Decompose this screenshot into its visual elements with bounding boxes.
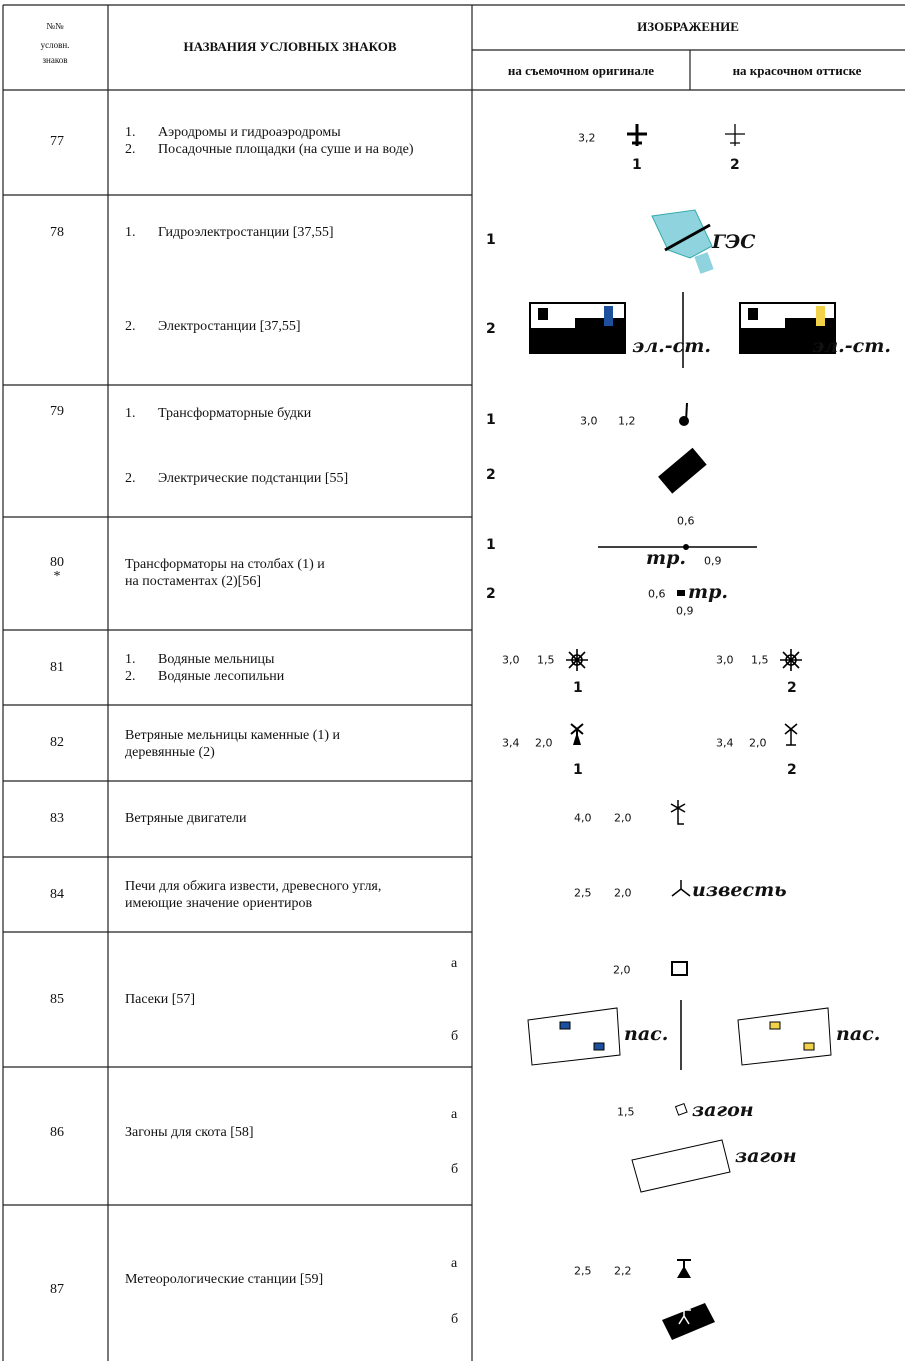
- item-text: Гидроэлектростанции [37,55]: [158, 225, 334, 240]
- number-header: условн.: [40, 40, 70, 50]
- symbol-label: 2,0: [749, 736, 767, 750]
- symbol-label: эл.-ст.: [632, 335, 711, 357]
- item-text: Электрические подстанции [55]: [158, 471, 349, 486]
- image-header: ИЗОБРАЖЕНИЕ: [637, 19, 739, 34]
- row-number: 80: [50, 555, 64, 570]
- item-text: Электростанции [37,55]: [158, 319, 301, 334]
- item-text: Водяные мельницы: [158, 652, 275, 667]
- symbol-label: эл.-ст.: [812, 335, 891, 357]
- item-number: 2.: [125, 142, 136, 157]
- name-line: Метеорологические станции [59]: [125, 1272, 324, 1287]
- number-header: №№: [46, 21, 64, 31]
- variant-letter: а: [451, 956, 458, 971]
- row-note: *: [53, 569, 61, 584]
- name-line: Ветряные мельницы каменные (1) и: [125, 728, 341, 743]
- item-text: Водяные лесопильни: [158, 669, 285, 684]
- symbol-label: пас.: [624, 1023, 669, 1045]
- item-text: Посадочные площадки (на суше и на воде): [158, 142, 414, 157]
- symbol-label: 2: [486, 321, 496, 337]
- row-number: 79: [50, 404, 64, 419]
- symbol-label: 1,5: [751, 653, 769, 667]
- variant-letter: а: [451, 1256, 458, 1271]
- symbol-label: 1: [486, 232, 496, 248]
- name-line: на постаментах (2)[56]: [125, 574, 261, 589]
- row-number: 77: [50, 134, 64, 149]
- names-header: НАЗВАНИЯ УСЛОВНЫХ ЗНАКОВ: [183, 39, 397, 54]
- symbol-label: 1,5: [617, 1105, 635, 1119]
- item-number: 2.: [125, 319, 136, 334]
- symbols: [527, 124, 836, 1340]
- symbol-label: загон: [692, 1099, 754, 1121]
- symbol-label: 1,5: [537, 653, 555, 667]
- name-line: Печи для обжига извести, древесного угля…: [125, 879, 382, 894]
- symbol-label: ГЭС: [712, 231, 756, 253]
- image-column-header: на красочном оттиске: [732, 63, 862, 78]
- symbol-label: 3,4: [502, 736, 520, 750]
- symbol-label: 3,2: [578, 131, 596, 145]
- symbol-label: 1: [486, 412, 496, 428]
- symbol-label: 2,2: [614, 1264, 632, 1278]
- item-number: 2.: [125, 471, 136, 486]
- symbol-label: 1: [573, 680, 583, 696]
- variant-letter: б: [451, 1029, 459, 1044]
- symbol-label: 2,0: [614, 811, 632, 825]
- symbol-label: 3,0: [716, 653, 734, 667]
- symbol-label: 2,0: [535, 736, 553, 750]
- name-line: Ветряные двигатели: [125, 811, 247, 826]
- symbol-label: тр.: [646, 547, 687, 569]
- symbol-label: 4,0: [574, 811, 592, 825]
- symbol-label: 2,5: [574, 886, 592, 900]
- item-text: Аэродромы и гидроаэродромы: [158, 125, 341, 140]
- item-number: 1.: [125, 406, 136, 421]
- item-number: 2.: [125, 669, 136, 684]
- symbol-label: 2,0: [613, 963, 631, 977]
- row-number: 84: [50, 887, 64, 902]
- symbol-label: загон: [735, 1145, 797, 1167]
- symbol-label: 1: [632, 157, 642, 173]
- symbol-label: 2: [787, 680, 797, 696]
- symbol-label: 0,9: [704, 554, 722, 568]
- name-line: Загоны для скота [58]: [125, 1125, 254, 1140]
- name-line: Трансформаторы на столбах (1) и: [125, 557, 325, 572]
- row-number: 78: [50, 225, 64, 240]
- symbol-label: 1: [486, 537, 496, 553]
- symbol-label: 2: [486, 467, 496, 483]
- name-line: Пасеки [57]: [125, 992, 196, 1007]
- symbol-label: 0,9: [676, 604, 694, 618]
- variant-letter: б: [451, 1162, 459, 1177]
- row-number: 83: [50, 811, 64, 826]
- name-line: деревянные (2): [125, 745, 215, 760]
- item-number: 1.: [125, 652, 136, 667]
- row-number: 85: [50, 992, 64, 1007]
- number-header: знаков: [42, 55, 68, 65]
- row-number: 87: [50, 1282, 64, 1297]
- symbol-label: 2,5: [574, 1264, 592, 1278]
- symbol-label: 3,4: [716, 736, 734, 750]
- variant-letter: б: [451, 1312, 459, 1327]
- variant-letter: а: [451, 1107, 458, 1122]
- row-number: 81: [50, 660, 64, 675]
- item-number: 1.: [125, 125, 136, 140]
- symbol-label: 1: [573, 762, 583, 778]
- symbol-label: 3,0: [502, 653, 520, 667]
- symbol-label: тр.: [688, 581, 729, 603]
- symbol-label: 2,0: [614, 886, 632, 900]
- image-column-header: на съемочном оригинале: [507, 63, 655, 78]
- row-number: 86: [50, 1125, 64, 1140]
- symbol-label: 3,0: [580, 414, 598, 428]
- symbol-label: 0,6: [677, 514, 695, 528]
- symbol-label: пас.: [836, 1023, 881, 1045]
- item-number: 1.: [125, 225, 136, 240]
- symbol-label: 1,2: [618, 414, 636, 428]
- symbol-label: 0,6: [648, 587, 666, 601]
- row-number: 82: [50, 735, 64, 750]
- symbol-label: 2: [486, 586, 496, 602]
- symbol-label: 2: [730, 157, 740, 173]
- name-line: имеющие значение ориентиров: [125, 896, 313, 911]
- symbol-label: известь: [692, 879, 787, 901]
- symbol-label: 2: [787, 762, 797, 778]
- item-text: Трансформаторные будки: [158, 406, 312, 421]
